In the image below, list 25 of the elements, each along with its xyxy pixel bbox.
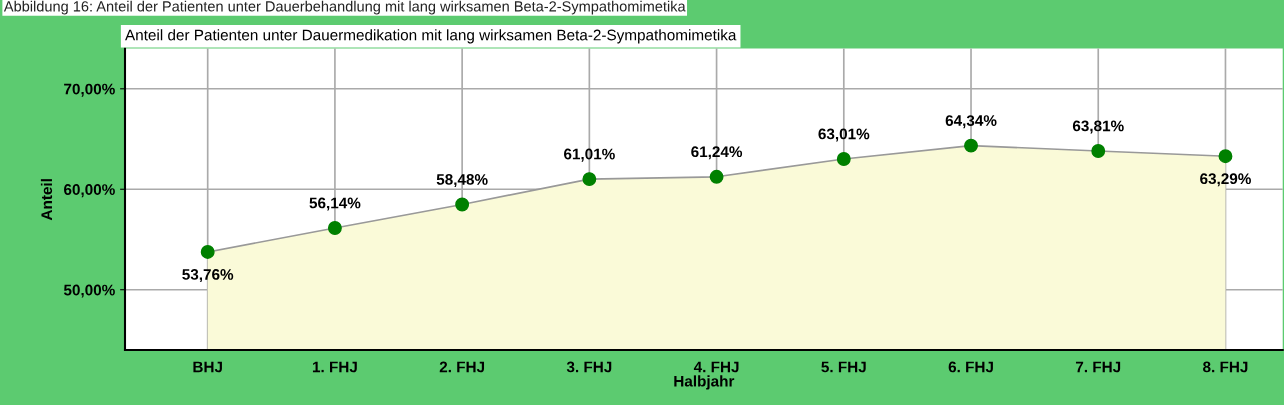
x-tick-label: BHJ — [193, 361, 222, 373]
data-label: 64,34% — [945, 115, 997, 129]
data-label: 53,76% — [182, 269, 234, 283]
data-label: 61,24% — [691, 146, 743, 160]
x-tick-label: 6. FHJ — [948, 361, 993, 373]
data-label: 63,01% — [818, 128, 870, 142]
data-label: 58,48% — [436, 174, 488, 188]
data-label: 61,01% — [564, 148, 615, 162]
data-label: 63,29% — [1200, 173, 1251, 187]
y-axis-title: Anteil — [40, 179, 53, 221]
y-tick-label: 50,00% — [63, 284, 115, 298]
x-tick-label: 2. FHJ — [439, 361, 485, 373]
x-tick-label: 4. FHJ — [693, 361, 739, 373]
x-tick-label: 7. FHJ — [1075, 361, 1121, 373]
x-tick-label: 8. FHJ — [1203, 361, 1248, 373]
y-tick-label: 60,00% — [64, 184, 115, 198]
data-label: 56,14% — [309, 197, 361, 211]
x-tick-label: 1. FHJ — [312, 361, 357, 373]
x-axis-title: Halbjahr — [674, 375, 735, 390]
chart-title: Anteil der Patienten unter Dauermedikation mit lang wirksamen Beta-2-Sympathomimetika — [125, 29, 737, 44]
data-label: 63,81% — [1072, 120, 1124, 134]
text: Abbildung 16: Anteil der Patienten unter Dauerbehandlung mit lang wirksamen Beta-2-Sympathomimetika — [3, 0, 686, 15]
y-tick-label: 70,00% — [64, 83, 115, 97]
x-tick-label: 5. FHJ — [821, 361, 866, 373]
x-tick-label: 3. FHJ — [566, 361, 612, 373]
